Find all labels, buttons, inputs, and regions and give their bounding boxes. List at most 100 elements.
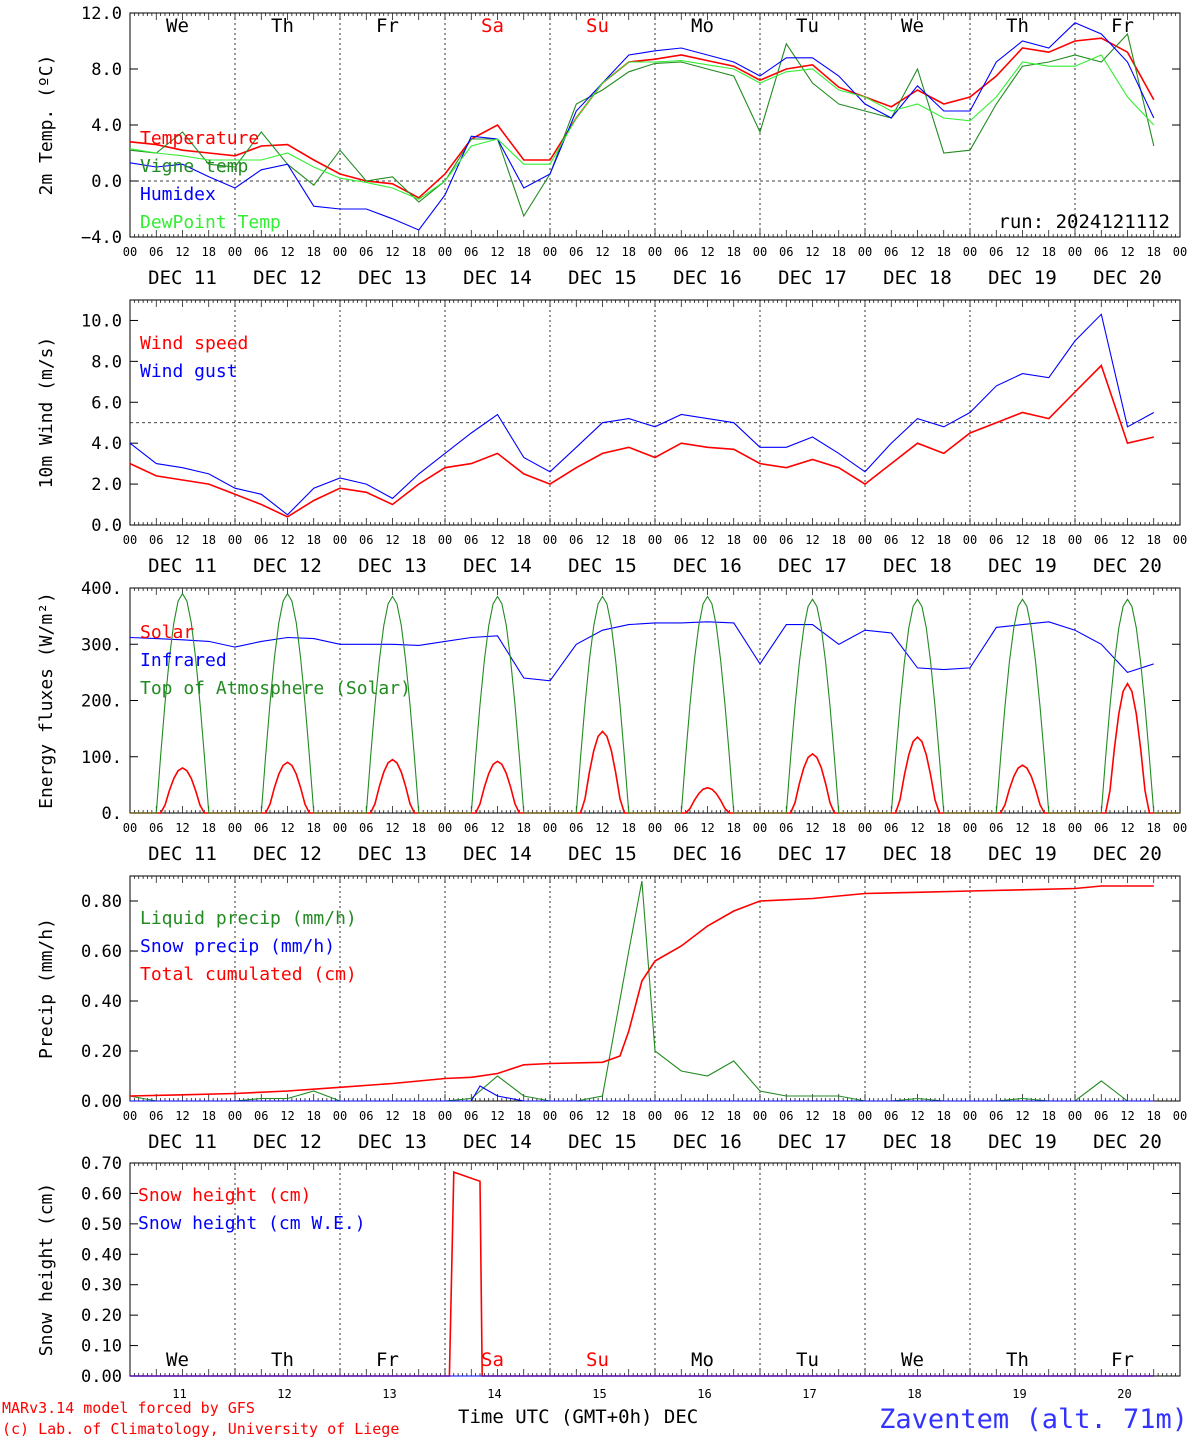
x-hour-label: 18 xyxy=(622,1109,636,1123)
x-hour-label: 12 xyxy=(280,245,294,259)
x-hour-label: 06 xyxy=(569,245,583,259)
x-hour-label: 00 xyxy=(333,821,347,835)
x-hour-label: 18 xyxy=(412,245,426,259)
x-hour-label: 00 xyxy=(228,1109,242,1123)
x-hour-label: 00 xyxy=(438,821,452,835)
x-hour-label: 06 xyxy=(884,1109,898,1123)
day-number-label: 15 xyxy=(592,1387,606,1401)
x-hour-label: 12 xyxy=(175,821,189,835)
x-hour-label: 06 xyxy=(779,1109,793,1123)
day-number-label: 13 xyxy=(382,1387,396,1401)
x-hour-label: 12 xyxy=(1120,245,1134,259)
x-hour-label: 00 xyxy=(858,533,872,547)
x-date-label: DEC 18 xyxy=(883,843,952,865)
x-hour-label: 12 xyxy=(1120,821,1134,835)
y-tick-label: 0.40 xyxy=(81,1245,122,1265)
x-hour-label: 06 xyxy=(779,821,793,835)
y-tick-label: 200. xyxy=(81,692,122,712)
x-hour-label: 18 xyxy=(832,245,846,259)
x-hour-label: 18 xyxy=(1042,821,1056,835)
x-hour-label: 00 xyxy=(753,533,767,547)
x-hour-label: 18 xyxy=(622,821,636,835)
x-date-label: DEC 15 xyxy=(568,1131,637,1153)
x-hour-label: 00 xyxy=(1173,821,1187,835)
x-date-label: DEC 18 xyxy=(883,555,952,577)
series-total-cumulated-cm- xyxy=(129,885,1154,1097)
x-date-label: DEC 11 xyxy=(148,843,217,865)
x-hour-label: 00 xyxy=(543,821,557,835)
x-hour-label: 00 xyxy=(543,1109,557,1123)
day-number-label: 14 xyxy=(487,1387,501,1401)
station-title: Zaventem (alt. 71m) xyxy=(879,1404,1188,1435)
x-hour-label: 06 xyxy=(359,1109,373,1123)
y-tick-label: 0.20 xyxy=(81,1306,122,1326)
x-date-label: DEC 14 xyxy=(463,267,532,289)
weekday-label: Fr xyxy=(1111,1349,1134,1371)
x-hour-label: 06 xyxy=(1094,533,1108,547)
x-date-label: DEC 16 xyxy=(673,1131,742,1153)
y-tick-label: 0.70 xyxy=(81,1154,122,1174)
day-number-label: 20 xyxy=(1117,1387,1131,1401)
x-hour-label: 00 xyxy=(1173,1109,1187,1123)
x-hour-label: 06 xyxy=(884,533,898,547)
x-hour-label: 12 xyxy=(700,821,714,835)
series-snow-precip-mm-h- xyxy=(130,1085,1154,1102)
x-date-label: DEC 14 xyxy=(463,843,532,865)
x-hour-label: 12 xyxy=(385,821,399,835)
x-hour-label: 12 xyxy=(385,533,399,547)
x-date-label: DEC 18 xyxy=(883,1131,952,1153)
x-hour-label: 18 xyxy=(1042,245,1056,259)
x-hour-label: 18 xyxy=(1147,1109,1161,1123)
legend-entry: Liquid precip (mm/h) xyxy=(140,908,357,929)
x-hour-label: 12 xyxy=(910,1109,924,1123)
x-date-label: DEC 13 xyxy=(358,267,427,289)
x-hour-label: 18 xyxy=(727,821,741,835)
x-hour-label: 00 xyxy=(963,1109,977,1123)
x-date-label: DEC 12 xyxy=(253,267,322,289)
x-hour-label: 00 xyxy=(1173,533,1187,547)
y-tick-label: 4.0 xyxy=(91,434,122,454)
x-hour-label: 12 xyxy=(700,245,714,259)
panel-3: 0. 100. 200. 300. 400. Energy fluxes (W/m²) So… xyxy=(36,579,1187,865)
x-date-label: DEC 20 xyxy=(1093,843,1162,865)
x-hour-label: 18 xyxy=(832,1109,846,1123)
x-hour-label: 18 xyxy=(412,533,426,547)
x-hour-label: 06 xyxy=(464,821,478,835)
x-date-label: DEC 12 xyxy=(253,843,322,865)
series-vigne-temp xyxy=(129,32,1155,218)
x-hour-label: 18 xyxy=(937,245,951,259)
x-hour-label: 12 xyxy=(910,821,924,835)
x-hour-label: 12 xyxy=(595,821,609,835)
x-hour-label: 00 xyxy=(333,533,347,547)
x-date-label: DEC 18 xyxy=(883,267,952,289)
x-hour-label: 12 xyxy=(280,533,294,547)
y-tick-label: 4.0 xyxy=(91,116,122,136)
x-date-label: DEC 17 xyxy=(778,1131,847,1153)
x-date-label: DEC 11 xyxy=(148,555,217,577)
x-hour-label: 18 xyxy=(202,821,216,835)
x-hour-label: 00 xyxy=(123,245,137,259)
x-hour-label: 12 xyxy=(1015,1109,1029,1123)
x-hour-label: 00 xyxy=(858,1109,872,1123)
x-hour-label: 00 xyxy=(1173,245,1187,259)
x-hour-label: 12 xyxy=(700,1109,714,1123)
x-hour-label: 18 xyxy=(727,245,741,259)
weekday-label: Tu xyxy=(796,1349,819,1371)
x-hour-label: 18 xyxy=(307,1109,321,1123)
x-hour-label: 12 xyxy=(385,1109,399,1123)
x-date-label: DEC 17 xyxy=(778,267,847,289)
x-hour-label: 00 xyxy=(123,533,137,547)
x-hour-label: 00 xyxy=(1068,533,1082,547)
x-hour-label: 18 xyxy=(517,821,531,835)
x-hour-label: 06 xyxy=(149,533,163,547)
x-hour-label: 06 xyxy=(464,1109,478,1123)
series-humidex xyxy=(129,22,1155,231)
x-hour-label: 06 xyxy=(149,245,163,259)
legend-entry: Snow height (cm) xyxy=(138,1185,311,1206)
x-hour-label: 06 xyxy=(569,821,583,835)
x-hour-label: 06 xyxy=(149,821,163,835)
x-hour-label: 18 xyxy=(1042,533,1056,547)
panel-2: 0.0 2.0 4.0 6.0 8.0 10.0 10m Wind (m/s) Wind sp… xyxy=(36,299,1187,577)
weekday-label: Sa xyxy=(481,15,504,37)
x-hour-label: 06 xyxy=(1094,1109,1108,1123)
